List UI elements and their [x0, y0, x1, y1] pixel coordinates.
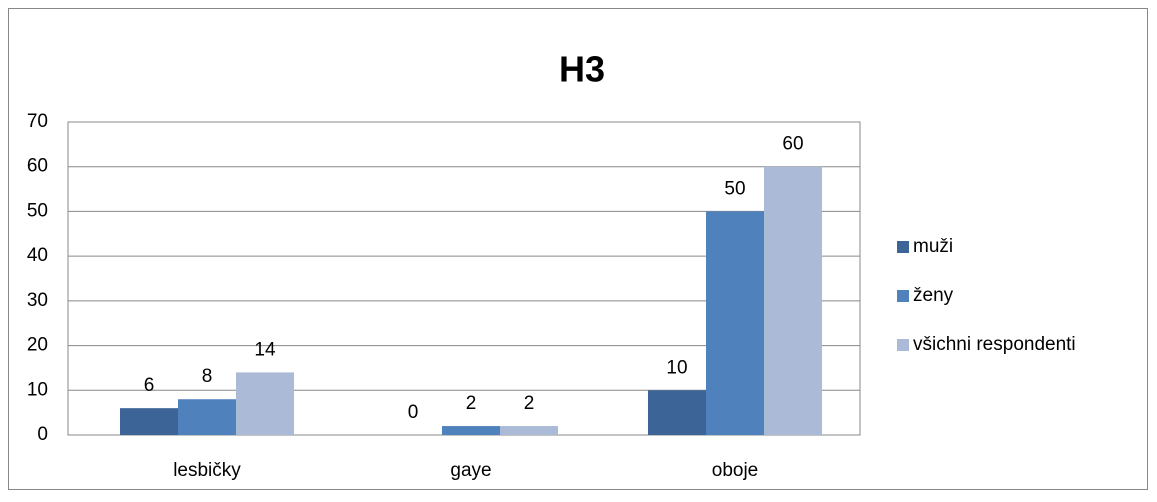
x-tick-label: gaye [450, 460, 491, 481]
data-label: 8 [202, 366, 213, 387]
bar [442, 426, 500, 435]
data-label: 2 [524, 393, 535, 414]
legend-label: ženy [913, 285, 954, 306]
x-tick-label: oboje [712, 460, 759, 481]
bar [764, 166, 822, 435]
legend-swatch [897, 241, 909, 253]
bar [706, 211, 764, 435]
chart-title: H3 [559, 49, 605, 90]
y-tick-label: 20 [27, 335, 48, 356]
legend-swatch [897, 339, 909, 351]
bar [236, 372, 294, 435]
bar [648, 390, 706, 435]
y-tick-label: 0 [37, 424, 48, 445]
y-tick-label: 30 [27, 290, 48, 311]
data-label: 2 [466, 393, 477, 414]
data-label: 6 [144, 375, 155, 396]
x-tick-label: lesbičky [173, 460, 241, 481]
y-tick-label: 60 [27, 156, 48, 177]
data-label: 60 [782, 134, 803, 155]
legend-label: muži [913, 236, 953, 257]
data-label: 50 [724, 178, 745, 199]
legend-swatch [897, 290, 909, 302]
data-label: 14 [254, 339, 276, 360]
bar [500, 426, 558, 435]
data-label: 10 [666, 357, 687, 378]
bar [120, 408, 178, 435]
legend-label: všichni respondenti [913, 334, 1076, 355]
y-tick-label: 70 [27, 111, 48, 132]
y-tick-label: 40 [27, 245, 48, 266]
y-tick-label: 50 [27, 200, 48, 221]
bar [178, 399, 236, 435]
data-label: 0 [408, 402, 419, 423]
y-tick-label: 10 [27, 379, 48, 400]
